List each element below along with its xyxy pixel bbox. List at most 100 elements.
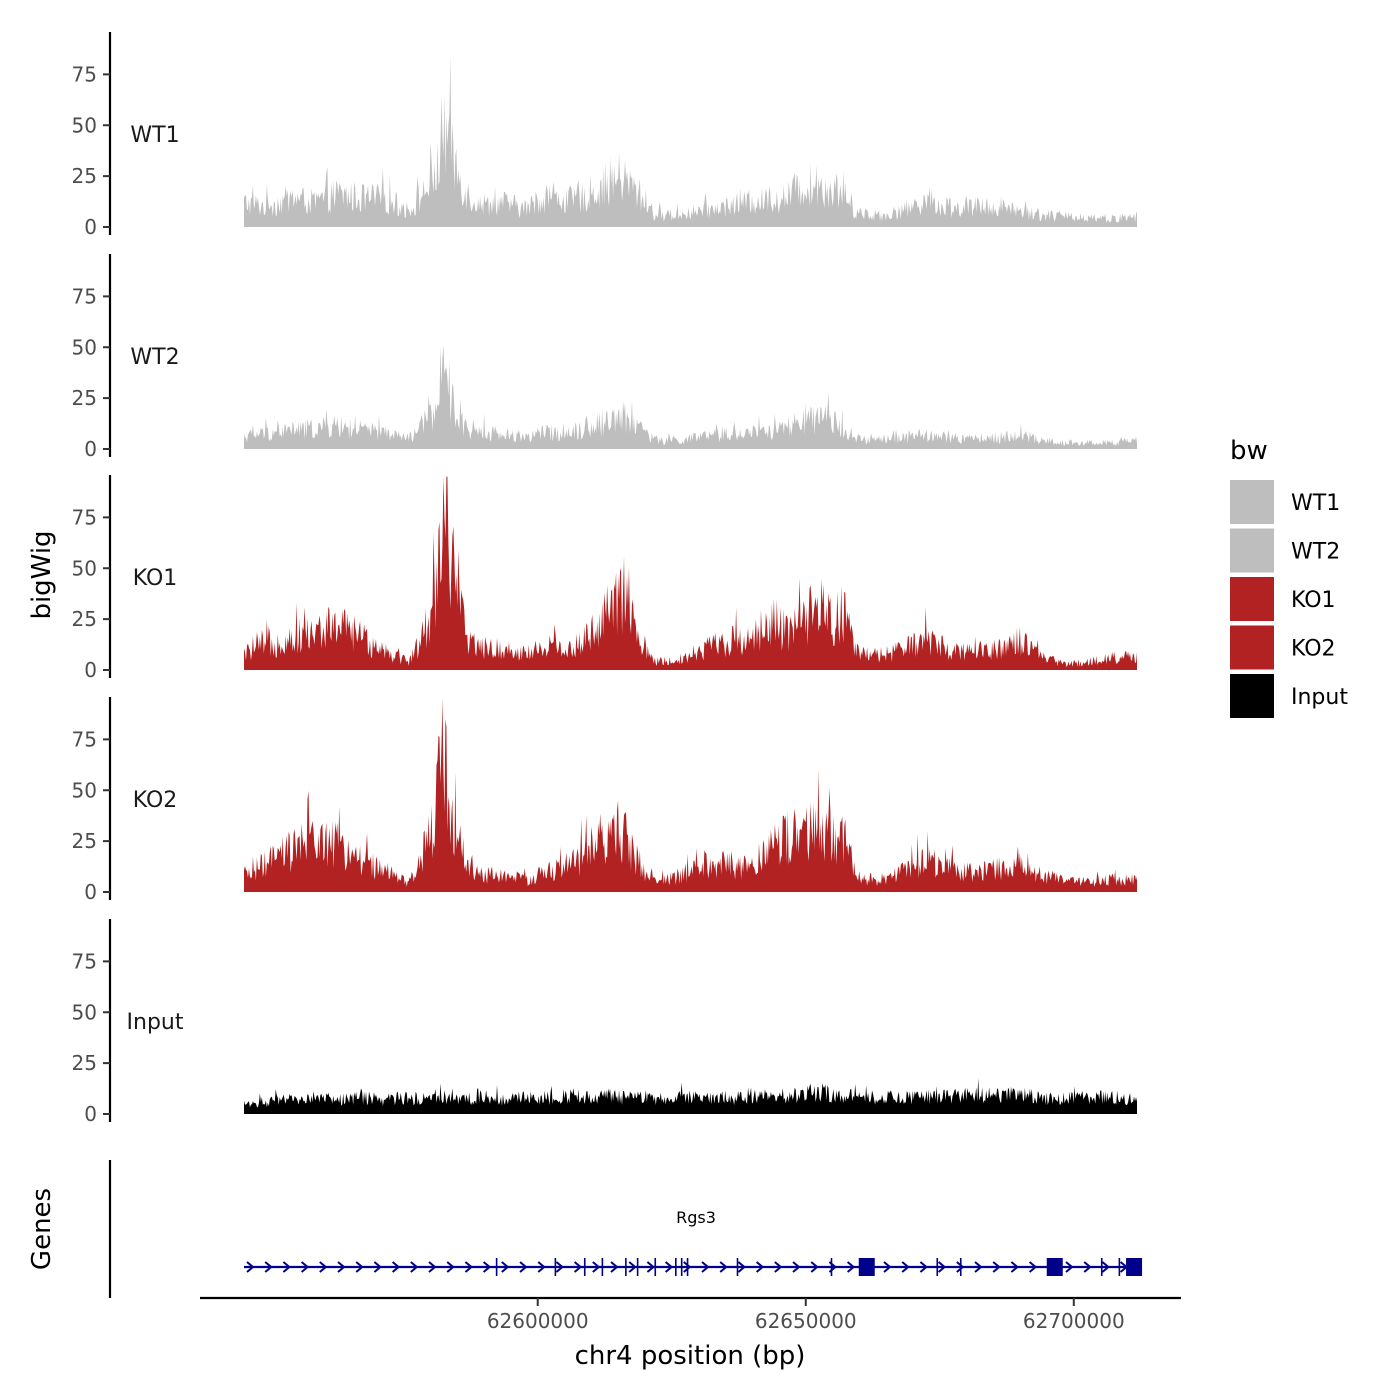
gene-exon-block <box>1126 1258 1143 1276</box>
bigwig-tracks: 0 25 50 75 WT1 0 25 50 75 WT2 0 25 50 75 KO1 0 25 50 75 KO2… <box>72 32 1137 1126</box>
strand-arrow <box>519 1261 528 1273</box>
strand-arrow <box>701 1261 710 1273</box>
y-tick-label-75: 75 <box>72 62 97 86</box>
strand-arrow <box>1065 1261 1074 1273</box>
x-axis: 62600000 62650000 62700000 <box>200 1296 1181 1333</box>
strand-arrow <box>974 1261 983 1273</box>
strand-arrow <box>628 1261 637 1273</box>
y-tick-label-75: 75 <box>72 505 97 529</box>
track-label-wt2: WT2 <box>130 345 179 370</box>
strand-arrow <box>792 1261 801 1273</box>
y-tick-label-50: 50 <box>72 556 97 580</box>
strand-arrow <box>901 1261 910 1273</box>
track-label-wt1: WT1 <box>130 123 179 148</box>
strand-arrow <box>573 1261 583 1273</box>
y-tick-label-50: 50 <box>72 335 97 359</box>
strand-arrow <box>937 1261 947 1273</box>
gene-exon-block <box>1046 1258 1063 1276</box>
strand-arrow <box>992 1261 1001 1273</box>
track-label-ko2: KO2 <box>133 788 178 813</box>
strand-arrow <box>883 1261 892 1273</box>
coverage-area-input <box>244 1078 1137 1114</box>
strand-arrow <box>391 1261 401 1273</box>
legend-label-ko1: KO1 <box>1291 588 1336 613</box>
y-tick-label-0: 0 <box>84 880 97 904</box>
track-wt2: 0 25 50 75 WT2 <box>72 254 1137 461</box>
track-wt1: 0 25 50 75 WT1 <box>72 32 1137 239</box>
legend-key-input <box>1230 674 1274 718</box>
y-tick-label-50: 50 <box>72 1000 97 1024</box>
legend-key-wt2 <box>1230 528 1274 573</box>
strand-arrow <box>1010 1261 1019 1273</box>
strand-arrow <box>919 1261 928 1273</box>
legend-key-ko2 <box>1230 625 1274 670</box>
legend-label-input: Input <box>1291 685 1348 710</box>
strand-arrow <box>719 1261 728 1273</box>
gene-name-label: Rgs3 <box>676 1208 716 1227</box>
legend-title: bw <box>1230 436 1268 466</box>
strand-arrow <box>464 1261 473 1273</box>
y-tick-label-0: 0 <box>84 437 97 461</box>
strand-arrow <box>337 1261 346 1273</box>
strand-arrow <box>810 1261 819 1273</box>
y-tick-label-50: 50 <box>72 113 97 137</box>
strand-arrow <box>592 1261 601 1273</box>
legend-key-wt1 <box>1230 480 1274 524</box>
strand-arrow <box>373 1261 382 1273</box>
y-tick-label-0: 0 <box>84 658 97 682</box>
legend: bw WT1 WT2 KO1 KO2 Input <box>1230 436 1348 718</box>
y-tick-label-25: 25 <box>72 607 97 631</box>
legend-label-wt1: WT1 <box>1291 491 1340 516</box>
genes-axis-title: Genes <box>27 1188 57 1270</box>
x-tick-label-62700000: 62700000 <box>1023 1309 1125 1333</box>
strand-arrow <box>846 1261 856 1273</box>
strand-arrow <box>300 1261 310 1273</box>
strand-arrow <box>410 1261 419 1273</box>
track-ko2: 0 25 50 75 KO2 <box>72 697 1137 904</box>
y-axis-title: bigWig <box>27 530 57 619</box>
strand-arrow <box>555 1261 564 1273</box>
x-axis-title: chr4 position (bp) <box>575 1341 806 1371</box>
y-tick-label-0: 0 <box>84 1102 97 1126</box>
strand-arrow <box>683 1261 692 1273</box>
y-tick-label-75: 75 <box>72 727 97 751</box>
legend-label-ko2: KO2 <box>1291 637 1336 662</box>
y-tick-label-75: 75 <box>72 284 97 308</box>
track-label-input: Input <box>127 1010 184 1035</box>
track-label-ko1: KO1 <box>133 566 178 591</box>
coverage-area-wt1 <box>244 54 1137 227</box>
y-tick-label-25: 25 <box>72 164 97 188</box>
track-input: 0 25 50 75 Input <box>72 919 1137 1126</box>
strand-arrow <box>282 1261 291 1273</box>
y-tick-label-0: 0 <box>84 215 97 239</box>
coverage-area-wt2 <box>244 345 1137 449</box>
coverage-area-ko2 <box>244 698 1137 892</box>
y-tick-label-25: 25 <box>72 386 97 410</box>
y-tick-label-25: 25 <box>72 1051 97 1075</box>
strand-arrow <box>319 1261 328 1273</box>
strand-arrow <box>755 1261 765 1273</box>
strand-arrow <box>446 1261 455 1273</box>
strand-arrow <box>246 1261 255 1273</box>
track-ko1: 0 25 50 75 KO1 <box>72 475 1137 682</box>
strand-arrow <box>537 1261 546 1273</box>
strand-arrow <box>355 1261 364 1273</box>
strand-arrow <box>664 1261 674 1273</box>
gene-exon-block <box>858 1258 875 1276</box>
strand-arrow <box>1028 1261 1038 1273</box>
gene-model-rgs3 <box>244 1258 1143 1276</box>
strand-arrow <box>428 1261 437 1273</box>
x-tick-label-62650000: 62650000 <box>755 1309 857 1333</box>
strand-arrow <box>1101 1261 1110 1273</box>
strand-arrow <box>956 1261 965 1273</box>
genes-panel: Genes Rgs3 <box>27 1160 1143 1298</box>
strand-arrow <box>646 1261 655 1273</box>
strand-arrow <box>264 1261 273 1273</box>
legend-key-ko1 <box>1230 577 1274 621</box>
coverage-area-ko1 <box>244 476 1137 670</box>
strand-arrow <box>482 1261 492 1273</box>
y-tick-label-50: 50 <box>72 778 97 802</box>
legend-label-wt2: WT2 <box>1291 540 1340 565</box>
strand-arrow <box>774 1261 783 1273</box>
